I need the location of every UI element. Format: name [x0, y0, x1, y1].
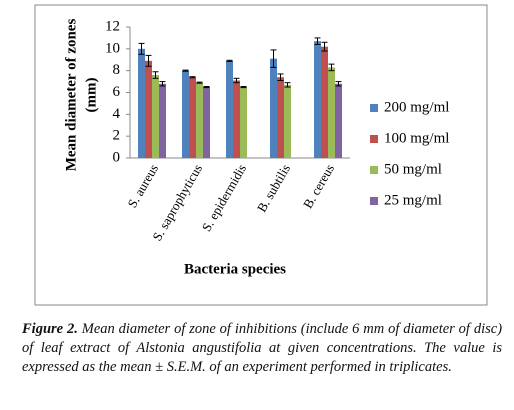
- bar: [328, 67, 335, 158]
- bar: [284, 84, 291, 158]
- x-tick-label: S. epidermidis: [199, 161, 250, 234]
- bar: [277, 77, 284, 158]
- legend-swatch: [370, 166, 378, 174]
- bar: [152, 75, 159, 158]
- error-bar: [159, 81, 166, 87]
- error-bar: [196, 81, 203, 84]
- y-tick-label: 12: [105, 18, 120, 34]
- legend-label: 200 mg/ml: [384, 99, 449, 115]
- error-bar: [233, 77, 240, 84]
- error-bar: [152, 71, 159, 79]
- bar: [189, 77, 196, 158]
- y-axis-label-group: Mean diameter of zones (mm): [63, 19, 99, 172]
- y-axis-label: (mm): [83, 78, 99, 113]
- legend-swatch: [370, 104, 378, 112]
- y-tick-label: 0: [113, 149, 121, 165]
- bar: [270, 58, 277, 158]
- x-axis-label: Bacteria species: [184, 261, 286, 277]
- bar: [314, 41, 321, 158]
- bar: [335, 83, 342, 158]
- bar: [226, 60, 233, 158]
- error-bar: [189, 76, 196, 79]
- bar: [321, 46, 328, 158]
- error-bar: [138, 42, 145, 55]
- bar: [182, 70, 189, 158]
- x-tick-label: S. aureus: [124, 161, 161, 210]
- y-tick-label: 8: [113, 62, 121, 78]
- bar: [233, 80, 240, 158]
- bar: [196, 82, 203, 158]
- legend-label: 50 mg/ml: [384, 161, 442, 177]
- error-bar: [321, 41, 328, 52]
- legend-swatch: [370, 135, 378, 143]
- y-tick-label: 2: [113, 128, 121, 144]
- error-bar: [182, 69, 189, 72]
- y-axis-label: Mean diameter of zones: [63, 19, 79, 172]
- error-bar: [270, 49, 277, 68]
- error-bar: [203, 85, 210, 89]
- error-bar: [314, 37, 321, 45]
- y-tick-label: 6: [113, 84, 121, 100]
- error-bar: [145, 54, 152, 67]
- caption-label: Figure 2.: [22, 321, 78, 337]
- bar: [159, 83, 166, 158]
- error-bar: [277, 73, 284, 81]
- error-bar: [226, 59, 233, 62]
- y-tick-label: 10: [105, 40, 120, 56]
- legend-label: 100 mg/ml: [384, 130, 449, 146]
- x-tick-label: B. subtilis: [254, 161, 293, 214]
- error-bar: [240, 85, 247, 89]
- error-bar: [335, 81, 342, 87]
- chart: Bacteria species Mean diameter of zones …: [34, 4, 488, 306]
- y-tick-label: 4: [113, 106, 121, 122]
- error-bar: [328, 63, 335, 72]
- bar: [138, 48, 145, 159]
- error-bar: [284, 82, 291, 88]
- caption-text: Mean diameter of zone of inhibitions (in…: [22, 321, 503, 375]
- legend-swatch: [370, 197, 378, 205]
- figure-caption: Figure 2. Mean diameter of zone of inhib…: [22, 320, 502, 377]
- bar: [145, 60, 152, 158]
- x-tick-label: B. cereus: [300, 161, 337, 210]
- chart-frame: [34, 4, 488, 306]
- bar: [203, 87, 210, 158]
- legend-label: 25 mg/ml: [384, 192, 442, 208]
- bar: [240, 87, 247, 158]
